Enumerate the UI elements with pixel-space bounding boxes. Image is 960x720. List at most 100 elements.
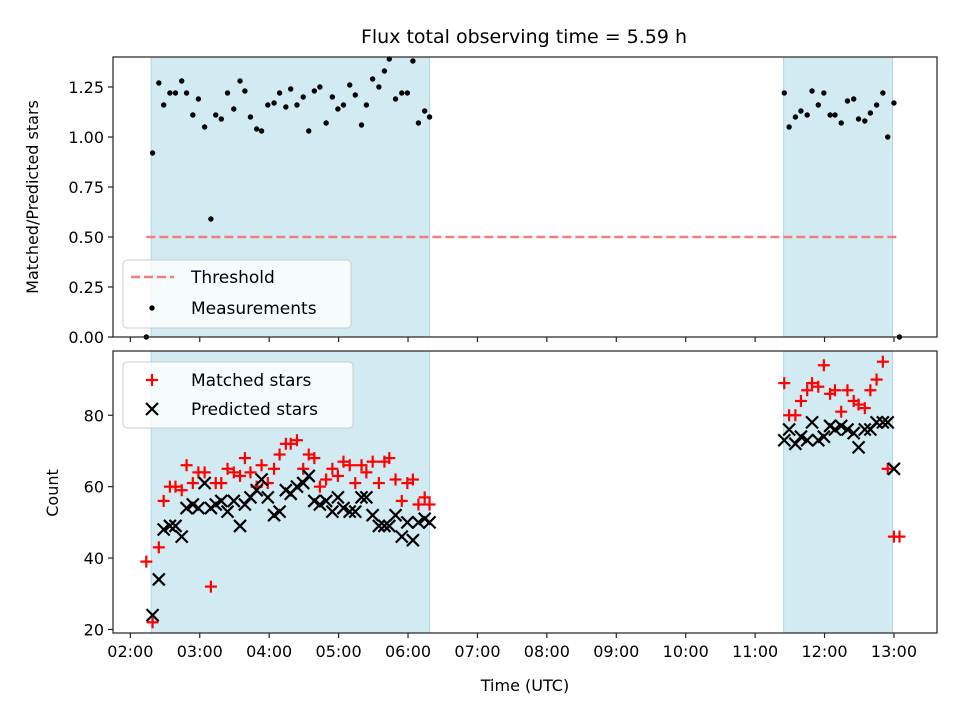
measurement-point xyxy=(156,80,162,86)
top-y-ticks: 0.00 0.25 0.50 0.75 1.00 1.25 xyxy=(68,78,113,347)
predicted-star-point xyxy=(794,429,808,444)
measurement-point xyxy=(190,112,196,118)
matched-stars-points xyxy=(140,355,906,629)
matched-star-point xyxy=(789,409,802,422)
x-tick-label: 05:00 xyxy=(316,642,362,661)
predicted-star-point xyxy=(834,419,848,433)
predicted-star-point xyxy=(197,476,212,490)
predicted-star-point xyxy=(331,490,345,505)
predicted-star-point xyxy=(388,508,403,522)
predicted-star-point xyxy=(272,504,287,519)
measurement-point xyxy=(306,128,312,134)
measurement-point xyxy=(880,90,886,96)
predicted-star-point xyxy=(296,476,310,490)
predicted-star-point xyxy=(805,415,819,430)
matched-star-point xyxy=(806,377,819,390)
measurement-point xyxy=(352,92,358,98)
predicted-stars-points xyxy=(145,415,901,622)
x-tick-label: 11:00 xyxy=(732,642,778,661)
top-axes-frame xyxy=(112,56,938,338)
y-tick-label: 20 xyxy=(84,620,104,639)
measurement-point xyxy=(827,112,833,118)
measurement-point xyxy=(844,98,851,104)
matched-star-point xyxy=(412,498,425,511)
measurement-point xyxy=(329,94,336,100)
predicted-star-point xyxy=(179,501,194,515)
measurement-point xyxy=(167,90,173,96)
matched-star-point xyxy=(227,466,240,479)
matched-star-point xyxy=(835,405,848,418)
x-tick-label: 09:00 xyxy=(593,642,639,661)
predicted-star-point xyxy=(858,422,872,437)
measurement-point xyxy=(786,124,792,130)
predicted-star-point xyxy=(156,522,171,537)
measurement-point xyxy=(862,118,868,124)
measurement-point xyxy=(149,150,156,156)
predicted-star-point xyxy=(880,415,895,430)
x-tick-label: 06:00 xyxy=(385,642,431,661)
matched-star-point xyxy=(331,469,344,482)
y-tick-label: 0.50 xyxy=(68,228,104,247)
measurement-point xyxy=(271,100,277,106)
y-tick-label: 40 xyxy=(84,549,104,568)
legend-predicted-label: Predicted stars xyxy=(191,400,318,420)
matched-star-point xyxy=(881,462,894,475)
predicted-star-point xyxy=(851,440,866,455)
predicted-star-point xyxy=(191,501,206,515)
matched-star-point xyxy=(841,384,854,397)
x-tick-label: 10:00 xyxy=(663,642,709,661)
measurement-point xyxy=(891,100,897,106)
bottom-y-axis-label: Count xyxy=(43,469,62,517)
matched-star-point xyxy=(372,477,385,490)
matched-star-point xyxy=(418,491,431,504)
predicted-star-point xyxy=(325,504,340,519)
matched-star-point xyxy=(186,477,199,490)
matched-star-point xyxy=(817,359,830,372)
shaded-region xyxy=(783,350,894,634)
measurement-point xyxy=(399,90,405,96)
measurement-point xyxy=(815,102,821,108)
legend-predicted-swatch xyxy=(145,402,159,416)
matched-star-point xyxy=(297,462,310,475)
matched-star-point xyxy=(169,480,182,493)
measurement-point xyxy=(381,68,388,74)
measurement-point xyxy=(426,114,433,120)
measurement-point xyxy=(838,120,844,126)
predicted-star-point xyxy=(261,490,275,505)
measurement-point xyxy=(873,102,880,108)
matched-star-point xyxy=(152,541,165,554)
measurement-point xyxy=(347,82,353,88)
measurement-point xyxy=(404,90,411,96)
matched-star-point xyxy=(383,452,396,465)
measurement-point xyxy=(237,78,243,84)
matched-star-point xyxy=(366,455,379,468)
matched-star-point xyxy=(794,394,807,407)
predicted-star-point xyxy=(846,426,861,440)
matched-star-point xyxy=(268,462,281,475)
measurement-point xyxy=(224,90,231,96)
y-tick-label: 80 xyxy=(84,406,104,425)
legend-matched-label: Matched stars xyxy=(191,371,311,391)
matched-star-point xyxy=(313,480,326,493)
measurement-point xyxy=(247,114,254,120)
measurement-point xyxy=(276,90,283,96)
matched-star-point xyxy=(308,452,321,465)
measurement-point xyxy=(160,102,167,108)
matched-star-point xyxy=(204,580,217,593)
y-tick-label: 0.75 xyxy=(68,178,104,197)
x-tick-label: 02:00 xyxy=(107,642,153,661)
measurement-point xyxy=(392,96,399,102)
predicted-star-point xyxy=(411,515,426,530)
matched-star-point xyxy=(180,459,193,472)
predicted-star-point xyxy=(365,508,380,522)
bottom-y-ticks: 20 40 60 80 xyxy=(84,406,113,639)
predicted-star-point xyxy=(354,490,369,505)
predicted-star-point xyxy=(145,608,160,622)
measurement-point xyxy=(867,110,874,116)
predicted-star-point xyxy=(163,519,177,533)
predicted-star-point xyxy=(422,515,437,530)
measurement-point xyxy=(376,84,382,90)
y-tick-label: 0.25 xyxy=(68,278,104,297)
matched-star-point xyxy=(828,384,841,397)
